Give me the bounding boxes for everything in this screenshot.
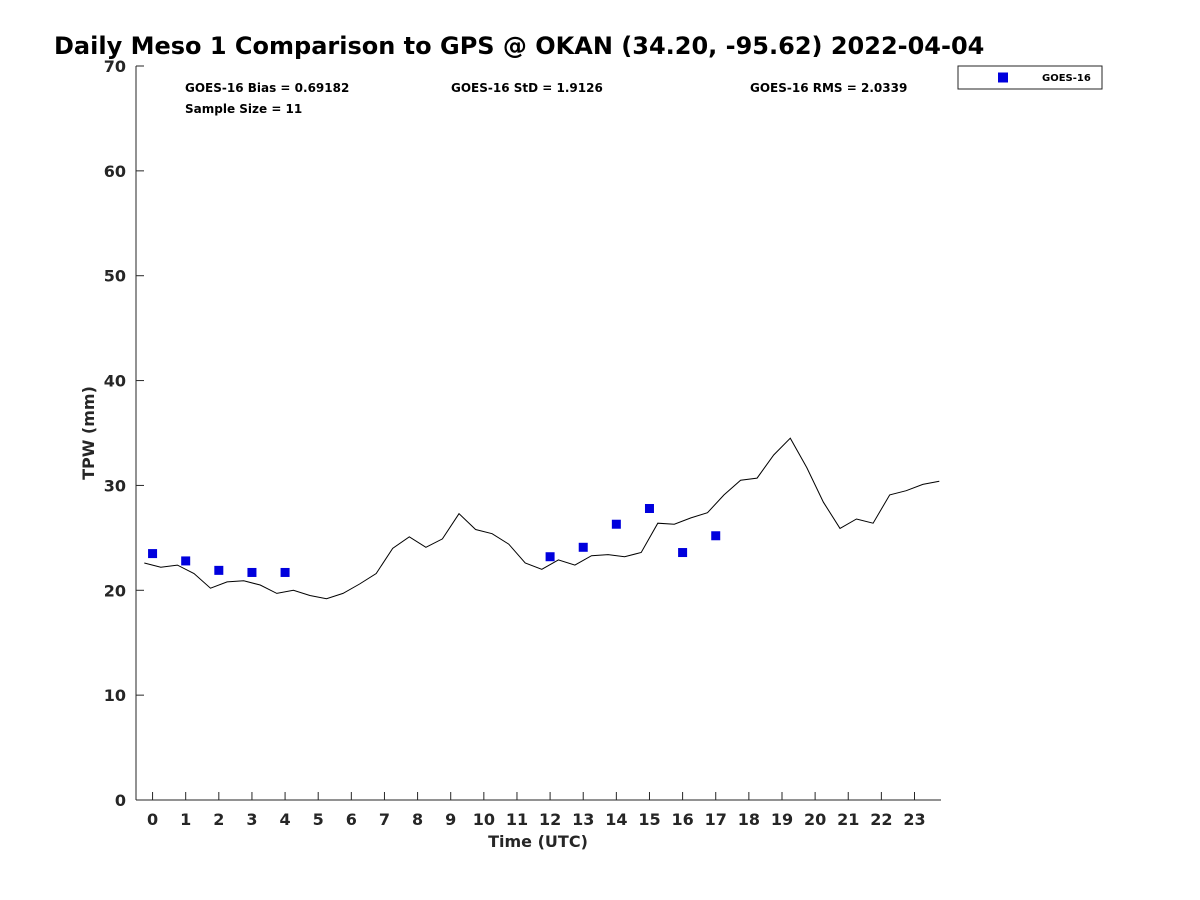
x-tick-label: 18 (738, 810, 760, 829)
goes-16-point (148, 549, 158, 559)
goes-16-point (545, 552, 555, 562)
x-tick-label: 10 (473, 810, 495, 829)
stat-sample-size: Sample Size = 11 (185, 102, 302, 116)
x-tick-label: 17 (705, 810, 727, 829)
x-tick-label: 21 (837, 810, 859, 829)
goes-16-point (280, 567, 290, 577)
y-tick-label: 10 (104, 686, 126, 705)
x-tick-label: 14 (605, 810, 627, 829)
x-tick-label: 6 (346, 810, 357, 829)
stat-bias: GOES-16 Bias = 0.69182 (185, 81, 349, 95)
x-tick-label: 13 (572, 810, 594, 829)
x-tick-label: 9 (445, 810, 456, 829)
y-tick-label: 70 (104, 57, 126, 76)
x-tick-label: 5 (313, 810, 324, 829)
x-tick-label: 11 (506, 810, 528, 829)
goes-16-points (148, 503, 721, 577)
y-tick-label: 60 (104, 162, 126, 181)
stat-rms: GOES-16 RMS = 2.0339 (750, 81, 907, 95)
legend-marker (998, 72, 1008, 83)
x-axis-label: Time (UTC) (488, 832, 588, 851)
goes-16-point (214, 565, 224, 575)
legend-box (957, 65, 1103, 90)
x-tick-label: 4 (280, 810, 291, 829)
x-tick-label: 22 (870, 810, 892, 829)
y-tick-label: 50 (104, 267, 126, 286)
x-tick-label: 2 (213, 810, 224, 829)
x-tick-label: 12 (539, 810, 561, 829)
x-tick-label: 16 (671, 810, 693, 829)
y-tick-label: 0 (115, 791, 126, 810)
chart-title: Daily Meso 1 Comparison to GPS @ OKAN (3… (54, 32, 984, 60)
goes-16-point (678, 548, 688, 558)
x-tick-label: 15 (638, 810, 660, 829)
goes-16-point (578, 542, 588, 552)
x-tick-label: 19 (771, 810, 793, 829)
goes-16-point (711, 531, 721, 541)
y-tick-label: 20 (104, 581, 126, 600)
y-ticks: 0 10 20 30 40 50 60 70 (104, 57, 144, 810)
y-tick-label: 40 (104, 372, 126, 391)
gps-tpw-line (144, 437, 940, 600)
stat-std: GOES-16 StD = 1.9126 (451, 81, 603, 95)
x-tick-label: 1 (180, 810, 191, 829)
x-ticks: 0 1 2 3 4 5 6 7 8 9 10 11 12 13 14 15 16 17 18 19 20 21 22 23 (147, 792, 926, 829)
goes-16-point (611, 519, 621, 529)
legend-label: GOES-16 (1042, 73, 1091, 84)
goes-16-point (644, 503, 654, 513)
y-tick-label: 30 (104, 476, 126, 495)
x-tick-label: 8 (412, 810, 423, 829)
x-tick-label: 3 (246, 810, 257, 829)
x-tick-label: 23 (903, 810, 925, 829)
legend: GOES-16 (957, 65, 1103, 90)
goes-16-point (181, 556, 191, 566)
x-tick-label: 0 (147, 810, 158, 829)
x-tick-label: 20 (804, 810, 826, 829)
y-axis-label: TPW (mm) (79, 386, 98, 480)
x-tick-label: 7 (379, 810, 390, 829)
goes-16-point (247, 567, 257, 577)
